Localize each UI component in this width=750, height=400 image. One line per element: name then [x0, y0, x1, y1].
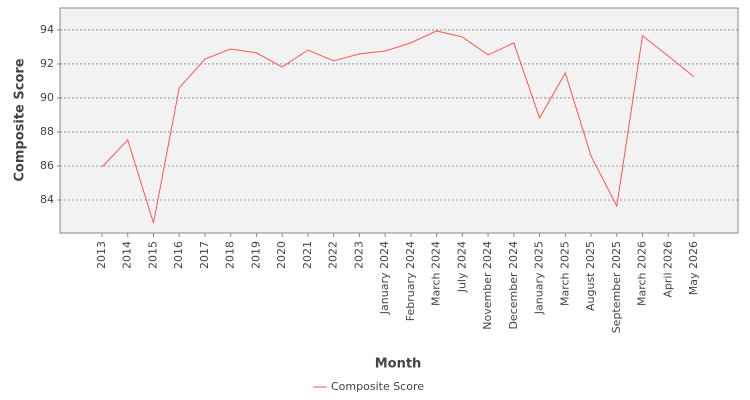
y-tick-label: 90 [40, 91, 54, 104]
x-tick-label: January 2024 [378, 241, 391, 315]
legend-label: Composite Score [331, 380, 424, 393]
y-tick-label: 94 [40, 23, 54, 36]
x-tick-label: May 2026 [687, 241, 700, 295]
x-tick-label: 2018 [224, 241, 237, 269]
x-tick-label: 2022 [327, 241, 340, 269]
y-tick-label: 86 [40, 159, 54, 172]
x-tick-label: 2017 [198, 241, 211, 269]
x-tick-label: 2013 [95, 241, 108, 269]
x-tick-label: March 2025 [558, 241, 571, 306]
x-tick-label: December 2024 [507, 241, 520, 330]
y-axis-label: Composite Score [13, 58, 28, 181]
y-tick-label: 88 [40, 125, 54, 138]
x-tick-label: 2015 [146, 241, 159, 269]
x-tick-label: 2020 [275, 241, 288, 269]
x-tick-label: February 2024 [404, 241, 417, 321]
plot-area [59, 7, 739, 234]
x-tick-label: November 2024 [481, 241, 494, 330]
x-tick-label: 2016 [172, 241, 185, 269]
x-tick-label: July 2024 [455, 241, 468, 293]
x-tick-label: 2023 [352, 241, 365, 269]
x-tick-label: September 2025 [610, 241, 623, 333]
y-tick-label: 84 [40, 193, 54, 206]
x-tick-label: 2019 [249, 241, 262, 269]
x-tick-label: January 2025 [533, 241, 546, 315]
x-tick-label: 2021 [301, 241, 314, 269]
line [101, 30, 695, 224]
x-tick-label: March 2024 [430, 241, 443, 306]
x-axis-label: Month [375, 357, 422, 372]
x-tick-label: March 2026 [636, 241, 649, 306]
x-tick-label: August 2025 [584, 241, 597, 311]
x-tick-label: 2014 [121, 241, 134, 269]
x-tick-label: April 2026 [661, 241, 674, 298]
y-tick-label: 92 [40, 57, 54, 70]
